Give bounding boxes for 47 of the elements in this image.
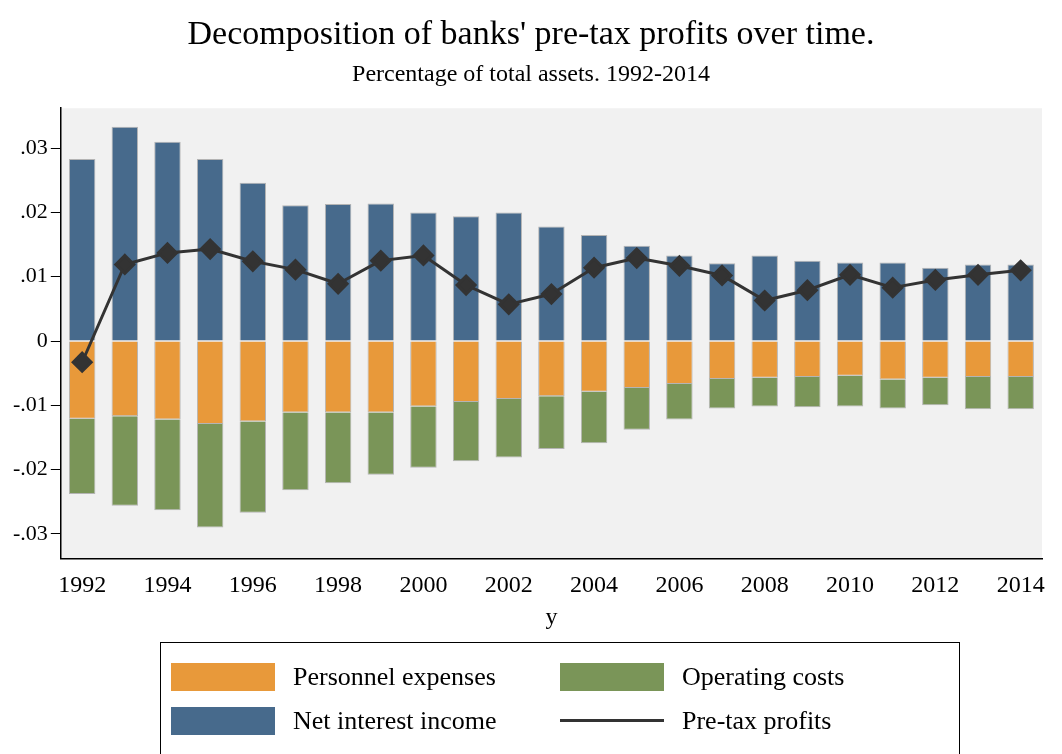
legend-label: Net interest income	[293, 705, 497, 736]
point	[626, 247, 648, 269]
point	[199, 238, 221, 260]
y-tick-label: .03	[20, 133, 48, 159]
point	[540, 283, 562, 305]
x-axis-title: y	[545, 602, 558, 629]
x-tick-label: 2004	[570, 571, 619, 598]
legend-label: Operating costs	[682, 661, 845, 692]
x-tick-label: 1992	[58, 571, 107, 598]
x-tick-label: 1994	[143, 571, 192, 598]
x-tick-label: 2006	[655, 571, 704, 598]
point	[882, 277, 904, 299]
legend-label: Personnel expenses	[293, 661, 496, 692]
point	[924, 269, 946, 291]
y-tick-label: .02	[20, 198, 48, 224]
point	[668, 255, 690, 277]
point	[412, 244, 434, 266]
point	[1010, 259, 1032, 281]
chart-title: Decomposition of banks' pre-tax profits over time.	[186, 14, 876, 52]
point	[327, 273, 349, 295]
point	[711, 264, 733, 286]
x-tick-label: 2014	[996, 571, 1045, 598]
y-tick-label: 0	[36, 326, 48, 352]
chart-subtitle: Percentage of total assets. 1992-2014	[351, 60, 711, 87]
x-tick-label: 2012	[911, 571, 960, 598]
point	[370, 250, 392, 272]
x-tick-label: 2002	[484, 571, 533, 598]
y-tick-label: -.01	[13, 391, 48, 417]
point	[71, 351, 93, 373]
point	[114, 253, 136, 275]
point	[156, 242, 178, 264]
point	[967, 264, 989, 286]
point	[583, 257, 605, 279]
point	[242, 250, 264, 272]
x-tick-label: 1998	[314, 571, 363, 598]
x-tick-label: 2008	[740, 571, 789, 598]
x-tick-label: 2000	[399, 571, 448, 598]
point	[455, 274, 477, 296]
x-tick-label: 1996	[228, 571, 277, 598]
point	[284, 259, 306, 281]
point	[839, 264, 861, 286]
point	[498, 293, 520, 315]
y-tick-label: -.02	[13, 455, 48, 481]
legend-label: Pre-tax profits	[682, 705, 832, 736]
x-tick-label: 2010	[826, 571, 875, 598]
y-tick-label: .01	[20, 262, 48, 288]
y-tick-label: -.03	[13, 519, 48, 545]
